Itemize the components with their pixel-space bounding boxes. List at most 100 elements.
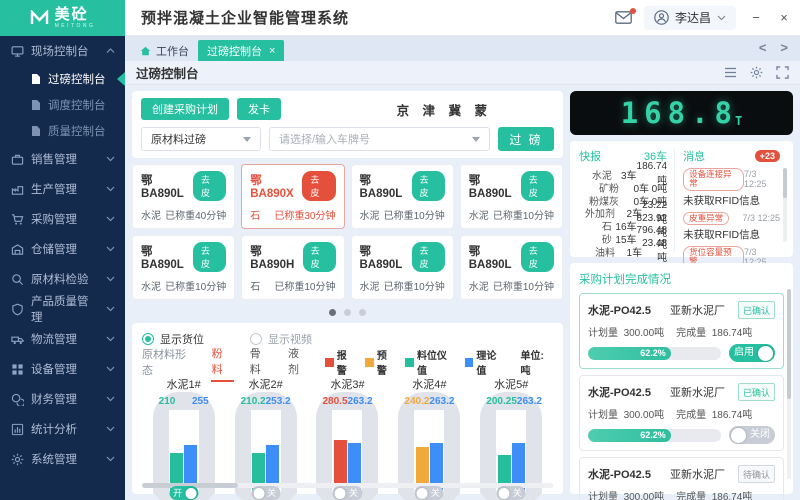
sidebar-item-equipment[interactable]: 设备管理 — [0, 354, 125, 384]
radio-show-video[interactable]: 显示视频 — [250, 331, 312, 347]
minimize-button[interactable]: − — [752, 10, 760, 25]
tare-badge[interactable]: 去皮 — [520, 242, 554, 272]
tare-badge[interactable]: 去皮 — [520, 171, 554, 201]
vehicle-card[interactable]: 鄂BA890H 去皮 石 已称重10分钟 — [241, 235, 345, 300]
done-quantity: 完成量 186.74吨 — [676, 328, 753, 339]
vehicle-card[interactable]: 鄂BA890L 去皮 水泥 已称重10分钟 — [350, 235, 454, 300]
vertical-scrollbar[interactable] — [787, 289, 791, 479]
tare-badge[interactable]: 去皮 — [193, 242, 227, 272]
weigh-button[interactable]: 过 磅 — [498, 127, 554, 151]
sidebar-item-statistics[interactable]: 统计分析 — [0, 414, 125, 444]
unread-dot — [629, 8, 636, 14]
fullscreen-icon[interactable] — [776, 66, 789, 79]
material-form-tab[interactable]: 液剂 — [287, 347, 299, 376]
material-label: 水泥 — [359, 282, 380, 293]
issue-card-button[interactable]: 发卡 — [237, 98, 281, 120]
purchase-plan-item[interactable]: 水泥-PO42.5 亚新水泥厂 已确认 计划量 300.00吨 完成量 186.… — [579, 375, 784, 451]
purchase-plan-item[interactable]: 水泥-PO42.5 亚新水泥厂 待确认 计划量 300.00吨 完成量 186.… — [579, 457, 784, 500]
vehicle-card[interactable]: 鄂BA890X 去皮 石 已称重30分钟 — [241, 164, 345, 229]
sidebar-subitem[interactable]: 过磅控制台 — [0, 66, 125, 92]
top-header: 美砼 MEITONG 预拌混凝土企业智能管理系统 李达昌 − × — [0, 0, 800, 36]
silo-funnel: 关 — [480, 486, 543, 500]
scrollbar-thumb[interactable] — [787, 289, 791, 399]
sidebar-item-production[interactable]: 生产管理 — [0, 174, 125, 204]
tabs-scroll-left-icon[interactable]: < — [758, 40, 767, 55]
tab-weighbridge-console[interactable]: 过磅控制台 × — [198, 40, 285, 61]
material-form-tab[interactable]: 粉料 — [210, 343, 234, 382]
silo-switch-toggle[interactable]: 开 — [169, 486, 199, 500]
silo-body: 200.25 263.2 — [480, 392, 543, 493]
tare-badge[interactable]: 去皮 — [411, 171, 445, 201]
file-icon — [31, 125, 41, 137]
silo-switch-toggle[interactable]: 关 — [251, 486, 281, 500]
mail-icon[interactable] — [615, 8, 636, 24]
legend-item: 料位仪值 — [405, 347, 455, 377]
vehicle-card[interactable]: 鄂BA890L 去皮 水泥 已称重10分钟 — [132, 235, 236, 300]
sidebar-item-site-console[interactable]: 现场控制台 — [0, 36, 125, 66]
user-name: 李达昌 — [674, 11, 711, 25]
horizontal-scrollbar[interactable] — [142, 483, 553, 488]
scrollbar-thumb[interactable] — [783, 168, 787, 198]
sidebar-item-sales[interactable]: 销售管理 — [0, 144, 125, 174]
scrollbar-thumb[interactable] — [142, 483, 238, 488]
silo-switch-toggle[interactable]: 关 — [496, 486, 526, 500]
vehicle-card[interactable]: 鄂BA890L 去皮 水泥 已称重10分钟 — [459, 164, 563, 229]
region-filter[interactable]: 京 津 冀 蒙 — [396, 103, 492, 118]
user-menu[interactable]: 李达昌 — [643, 5, 736, 30]
sidebar-submenu: 过磅控制台 调度控制台 质量控制台 — [0, 66, 125, 144]
tare-badge[interactable]: 去皮 — [193, 171, 227, 201]
sidebar-item-finance[interactable]: 财务管理 — [0, 384, 125, 414]
close-tab-icon[interactable]: × — [269, 44, 276, 57]
tabs-scroll-right-icon[interactable]: > — [780, 40, 788, 55]
page-title: 过磅控制台 — [136, 67, 199, 81]
vehicle-card[interactable]: 鄂BA890L 去皮 水泥 已称重10分钟 — [350, 164, 454, 229]
chevron-down-icon — [717, 15, 726, 20]
weight-unit: T — [735, 114, 743, 128]
silo-body: 280.5 263.2 — [316, 392, 379, 493]
plate-number-select[interactable]: 请选择/输入车牌号 — [269, 127, 490, 151]
vehicle-card[interactable]: 鄂BA890L 去皮 水泥 已称重10分钟 — [459, 235, 563, 300]
tare-badge[interactable]: 去皮 — [302, 171, 336, 201]
carousel-dot[interactable] — [344, 309, 351, 316]
silo-funnel: 关 — [316, 486, 379, 500]
vehicle-card[interactable]: 鄂BA890L 去皮 水泥 已称重40分钟 — [132, 164, 236, 229]
tab-workbench[interactable]: 工作台 — [131, 40, 198, 61]
caret-down-icon — [243, 136, 251, 142]
silo-switch-toggle[interactable]: 关 — [332, 486, 362, 500]
plan-enable-toggle[interactable]: 启用 — [729, 344, 775, 362]
carousel-dot[interactable] — [329, 309, 336, 316]
radio-show-slots[interactable]: 显示货位 — [142, 331, 204, 347]
plan-quantity: 计划量 300.00吨 — [588, 492, 665, 500]
purchase-plan-item[interactable]: 水泥-PO42.5 亚新水泥厂 已确认 计划量 300.00吨 完成量 186.… — [579, 293, 784, 369]
tare-badge[interactable]: 去皮 — [302, 242, 336, 272]
close-button[interactable]: × — [780, 10, 788, 25]
carousel-dot[interactable] — [359, 309, 366, 316]
trip-count: 15车 — [615, 234, 637, 246]
plan-enable-toggle[interactable]: 关闭 — [729, 426, 775, 444]
sidebar-item-logistics[interactable]: 物流管理 — [0, 324, 125, 354]
menu-list-icon[interactable] — [724, 67, 737, 78]
message-count-badge[interactable]: +23 — [754, 150, 780, 162]
vertical-scrollbar[interactable] — [783, 168, 787, 242]
message-item[interactable]: 设备连接异常 7/3 12:25 未获取RFID信息 — [683, 168, 788, 208]
material-form-tab[interactable]: 骨料 — [249, 347, 261, 376]
create-purchase-plan-button[interactable]: 创建采购计划 — [141, 98, 229, 120]
weighed-time: 已称重10分钟 — [274, 282, 336, 293]
sidebar-item-quality[interactable]: 产品质量管理 — [0, 294, 125, 324]
silo-switch-toggle[interactable]: 关 — [414, 486, 444, 500]
sidebar-item-system[interactable]: 系统管理 — [0, 444, 125, 474]
theory-value: 263.2 — [516, 396, 542, 407]
message-item[interactable]: 皮重异常 7/3 12:25 未获取RFID信息 — [683, 211, 788, 242]
weigh-type-select[interactable]: 原材料过磅 — [141, 127, 261, 151]
tare-badge[interactable]: 去皮 — [411, 242, 445, 272]
sidebar-item-purchasing[interactable]: 采购管理 — [0, 204, 125, 234]
material-name: 砂 — [601, 234, 612, 246]
sidebar-subitem[interactable]: 质量控制台 — [0, 118, 125, 144]
sidebar-item-warehouse[interactable]: 仓储管理 — [0, 234, 125, 264]
sidebar-item-label: 产品质量管理 — [31, 296, 89, 324]
sidebar-subitem[interactable]: 调度控制台 — [0, 92, 125, 118]
legend-label: 理论值 — [476, 351, 497, 377]
sidebar-item-material-inspection[interactable]: 原材料检验 — [0, 264, 125, 294]
weighed-time: 已称重10分钟 — [165, 282, 227, 293]
settings-gear-icon[interactable] — [750, 66, 763, 79]
